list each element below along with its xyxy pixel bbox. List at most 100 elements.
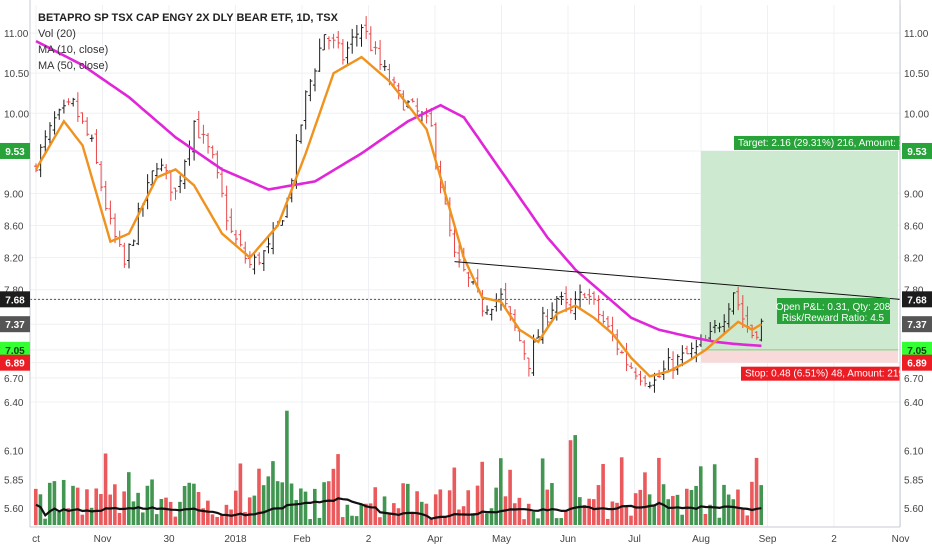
volume-bar: [554, 518, 559, 525]
volume-bar: [178, 501, 182, 525]
volume-bar: [578, 497, 582, 525]
price-tick-left: 8.20: [4, 254, 24, 265]
volume-bar: [131, 501, 136, 525]
volume-bar: [313, 488, 317, 525]
volume-bar: [536, 518, 540, 525]
pnl-label-box: [777, 298, 890, 324]
price-tick-right: 8.20: [904, 254, 924, 265]
legend-ma50[interactable]: MA (50, close): [38, 60, 109, 72]
legend-ma10[interactable]: MA (10, close): [38, 44, 109, 56]
price-tick-left: 11.00: [4, 29, 29, 40]
volume-bar: [168, 501, 173, 525]
volume-bar: [75, 487, 80, 525]
time-tick: Nov: [892, 534, 910, 545]
volume-bar: [140, 512, 145, 525]
volume-bar: [647, 494, 652, 525]
symbol-title: BETAPRO SP TSX CAP ENGY 2X DLY BEAR ETF,…: [38, 12, 338, 24]
volume-bar: [643, 472, 647, 525]
legend-vol[interactable]: Vol (20): [38, 28, 76, 40]
price-tick-right: 6.70: [904, 374, 924, 385]
stop-zone: [700, 349, 898, 363]
volume-bar: [601, 463, 605, 525]
volume-bar: [154, 514, 159, 525]
volume-bar: [605, 518, 610, 525]
price-marker-right-label: 9.53: [907, 147, 927, 158]
time-tick: Feb: [293, 534, 311, 545]
volume-bar: [378, 517, 382, 525]
volume-bar: [619, 457, 624, 525]
volume-bar: [703, 513, 708, 525]
price-tick-right: 9.00: [904, 189, 924, 200]
target-label-box: [734, 135, 900, 150]
volume-bar: [722, 484, 726, 525]
volume-bar: [750, 481, 754, 525]
stop-label-box: [741, 366, 900, 381]
volume-bar: [657, 457, 661, 525]
price-marker-right: [902, 291, 932, 308]
chart-legend: BETAPRO SP TSX CAP ENGY 2X DLY BEAR ETF,…: [38, 10, 338, 74]
volume-bar: [145, 485, 150, 525]
volume-bar: [61, 479, 66, 525]
volume-bar: [559, 518, 564, 525]
volume-bar: [499, 458, 503, 525]
price-marker-left-label: 7.05: [5, 346, 25, 357]
volume-bar: [694, 485, 698, 525]
volume-bar: [592, 499, 596, 525]
volume-bar: [350, 515, 354, 525]
volume-bar: [57, 512, 61, 525]
price-tick-right: 8.60: [904, 222, 924, 233]
volume-tick-right: 6.10: [904, 447, 924, 458]
price-tick-right: 10.50: [904, 69, 929, 80]
volume-bar: [461, 506, 466, 525]
volume-bar: [336, 454, 340, 525]
volume-bar: [368, 503, 373, 525]
overlays: Target: 2.16 (29.31%) 216, Amount: 22 Sto…: [454, 135, 910, 381]
volume-bar: [480, 461, 484, 525]
volume-bar: [596, 485, 601, 525]
volume-bar: [573, 435, 577, 525]
volume-bar: [317, 517, 322, 525]
time-tick: Aug: [692, 534, 710, 545]
volume-bar: [731, 499, 736, 525]
price-tick-left: 6.40: [4, 398, 24, 409]
volume-bar: [443, 515, 447, 525]
price-tick-left: 10.50: [4, 69, 29, 80]
volume-bars: [34, 410, 763, 525]
price-marker-left-label: 9.53: [5, 147, 25, 158]
time-tick: May: [492, 534, 511, 545]
volume-bar: [475, 485, 480, 525]
volume-bar: [233, 490, 238, 525]
volume-bar: [238, 463, 243, 525]
volume-bar: [708, 504, 712, 525]
volume-bar: [712, 464, 717, 525]
volume-bar: [354, 516, 359, 525]
volume-bar: [759, 485, 763, 525]
volume-bar: [373, 487, 378, 525]
volume-bar: [401, 483, 405, 525]
volume-bar: [526, 503, 531, 525]
volume-bar: [517, 497, 522, 525]
price-tick-left: 6.70: [4, 374, 24, 385]
time-tick: Sep: [759, 534, 777, 545]
volume-bar: [47, 482, 52, 525]
volume-bar: [615, 502, 619, 525]
volume-bar: [308, 519, 312, 525]
volume-tick-left: 5.60: [4, 504, 24, 515]
ma50-line: [35, 39, 762, 348]
price-marker-right-label: 6.89: [907, 359, 927, 370]
volume-tick-right: 5.60: [904, 504, 924, 515]
volume-bar: [494, 487, 498, 525]
volume-bar: [754, 457, 759, 525]
volume-bar: [136, 492, 140, 525]
volume-bar: [424, 503, 429, 525]
price-tick-left: 10.00: [4, 109, 29, 120]
volume-bar: [633, 493, 638, 525]
volume-bar: [508, 469, 512, 525]
volume-bar: [220, 514, 224, 525]
volume-bar: [457, 509, 461, 525]
price-tick-right: 6.40: [904, 398, 924, 409]
volume-bar: [740, 508, 745, 525]
price-marker-left-label: 6.89: [5, 359, 25, 370]
